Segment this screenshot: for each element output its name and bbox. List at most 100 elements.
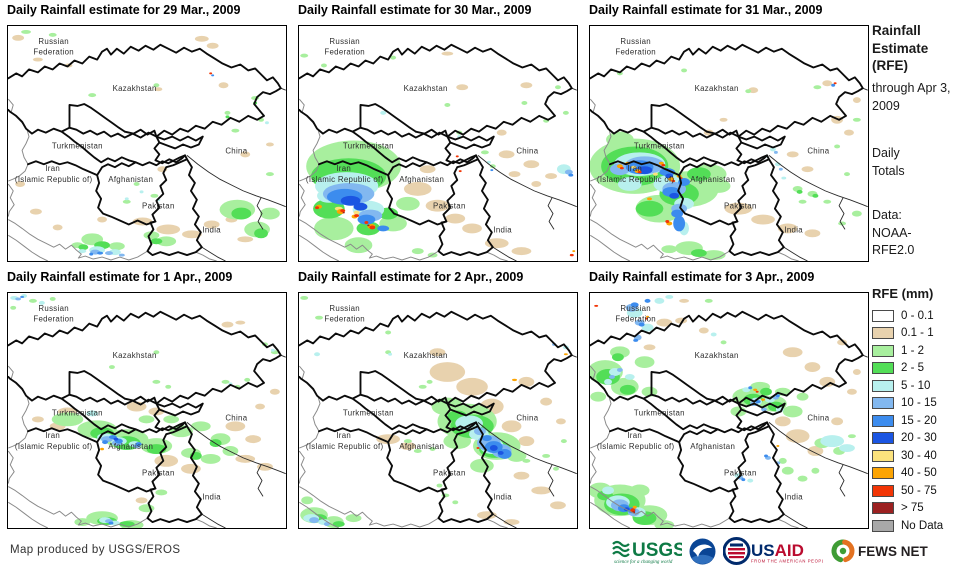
svg-text:Russian: Russian [329, 304, 360, 313]
borders-layer [8, 310, 286, 528]
legend-item-12: No Data [872, 519, 943, 532]
legend-swatch [872, 484, 894, 497]
noaa-logo [689, 538, 716, 564]
rain-layer [590, 68, 862, 261]
map-panel-2: Daily Rainfall estimate for 30 Mar., 200… [298, 3, 579, 262]
svg-text:Kazakhstan: Kazakhstan [695, 84, 739, 93]
legend-label: 1 - 2 [901, 344, 925, 357]
rain-layer [300, 295, 569, 528]
rain-layer [590, 294, 861, 528]
legend-list: 0 - 0.1 0.1 - 1 1 - 2 2 - 5 5 - 10 10 - 15 15 … [872, 309, 943, 532]
svg-text:Turkmenistan: Turkmenistan [52, 141, 103, 150]
svg-text:Afghanistan: Afghanistan [399, 442, 444, 451]
svg-text:Russian: Russian [38, 37, 69, 46]
rain-layer [12, 29, 280, 257]
sidebar-data-source: Data: NOAA-RFE2.0 [872, 208, 915, 257]
legend-label: 0 - 0.1 [901, 309, 934, 322]
legend-item-0: 0 - 0.1 [872, 309, 943, 322]
map-panel-6: Daily Rainfall estimate for 3 Apr., 2009… [589, 270, 870, 529]
svg-text:Turkmenistan: Turkmenistan [634, 408, 685, 417]
legend-label: 0.1 - 1 [901, 327, 934, 339]
svg-text:(Islamic Republic of): (Islamic Republic of) [306, 175, 384, 184]
legend-swatch [872, 327, 894, 339]
map-canvas-2: Russian Federation Kazakhstan Turkmenistan I… [298, 25, 578, 262]
noaa-bird-icon [693, 544, 712, 557]
usaid-wordmark: USAID [751, 541, 804, 560]
svg-text:(Islamic Republic of): (Islamic Republic of) [597, 175, 675, 184]
borders-layer [299, 310, 577, 528]
svg-text:Pakistan: Pakistan [433, 202, 466, 211]
svg-text:Pakistan: Pakistan [724, 469, 757, 478]
svg-text:Afghanistan: Afghanistan [108, 175, 153, 184]
svg-text:Russian: Russian [38, 304, 69, 313]
legend-label: > 75 [901, 502, 924, 514]
svg-text:Turkmenistan: Turkmenistan [343, 141, 394, 150]
map-canvas-6: Russian Federation Kazakhstan Turkmenistan I… [589, 292, 869, 529]
svg-text:Federation: Federation [33, 315, 74, 324]
legend-label: 10 - 15 [901, 397, 937, 409]
svg-text:(Islamic Republic of): (Islamic Republic of) [306, 442, 384, 451]
usgs-wordmark: USGS [632, 540, 682, 561]
svg-text:Iran: Iran [627, 164, 642, 173]
borders-layer [299, 43, 577, 261]
legend-item-7: 20 - 30 [872, 432, 943, 445]
svg-text:Pakistan: Pakistan [142, 469, 175, 478]
usaid-aid: AID [775, 541, 804, 560]
svg-text:Federation: Federation [33, 48, 74, 57]
svg-text:Iran: Iran [627, 431, 642, 440]
svg-text:Russian: Russian [620, 37, 651, 46]
svg-text:China: China [516, 413, 538, 422]
map-panel-4: Daily Rainfall estimate for 1 Apr., 2009… [7, 270, 288, 529]
svg-text:Afghanistan: Afghanistan [690, 442, 735, 451]
panel-title-5: Daily Rainfall estimate for 2 Apr., 2009 [298, 270, 524, 284]
country-labels-layer: Russian Federation Kazakhstan Turkmenistan I… [15, 304, 248, 502]
sidebar-title: Rainfall Estimate (RFE) [872, 23, 929, 74]
svg-text:(Islamic Republic of): (Islamic Republic of) [15, 442, 93, 451]
legend-label: 2 - 5 [901, 362, 925, 374]
borders-layer [590, 310, 868, 528]
svg-text:Federation: Federation [615, 48, 656, 57]
map-credit: Map produced by USGS/EROS [10, 544, 181, 556]
svg-text:India: India [784, 225, 803, 234]
svg-text:(Islamic Republic of): (Islamic Republic of) [15, 175, 93, 184]
usgs-logo: USGS science for a changing world [612, 540, 682, 565]
svg-text:Russian: Russian [329, 37, 360, 46]
legend-item-8: 30 - 40 [872, 449, 943, 462]
fews-net-globe-icon [831, 539, 855, 563]
country-labels-layer: Russian Federation Kazakhstan Turkmenistan I… [597, 304, 830, 502]
legend-label: 15 - 20 [901, 414, 937, 427]
country-labels-layer: Russian Federation Kazakhstan Turkmenistan I… [306, 304, 539, 502]
borders-layer [590, 43, 868, 261]
svg-text:India: India [202, 492, 221, 501]
svg-text:Afghanistan: Afghanistan [690, 175, 735, 184]
map-canvas-5: Russian Federation Kazakhstan Turkmenistan I… [298, 292, 578, 529]
country-labels-layer: Russian Federation Kazakhstan Turkmenistan I… [597, 37, 830, 235]
legend-swatch [872, 519, 894, 532]
legend-title: RFE (mm) [872, 286, 934, 301]
legend-item-2: 1 - 2 [872, 344, 943, 357]
map-panel-1: Daily Rainfall estimate for 29 Mar., 200… [7, 3, 288, 262]
legend-swatch [872, 502, 894, 514]
svg-text:India: India [202, 225, 221, 234]
svg-text:Kazakhstan: Kazakhstan [404, 351, 448, 360]
svg-text:China: China [807, 146, 829, 155]
svg-text:India: India [784, 492, 803, 501]
legend-swatch [872, 414, 894, 427]
usgs-wave-icon [612, 540, 630, 558]
panel-title-4: Daily Rainfall estimate for 1 Apr., 2009 [7, 270, 233, 284]
legend-label: 20 - 30 [901, 432, 937, 444]
sidebar: Rainfall Estimate (RFE) through Apr 3, 2… [872, 0, 964, 570]
legend-swatch [872, 344, 894, 357]
svg-text:China: China [807, 413, 829, 422]
legend-swatch [872, 362, 894, 374]
svg-text:China: China [225, 146, 247, 155]
legend-item-1: 0.1 - 1 [872, 327, 943, 340]
legend-label: 40 - 50 [901, 467, 937, 479]
svg-text:(Islamic Republic of): (Islamic Republic of) [597, 442, 675, 451]
svg-text:Iran: Iran [336, 164, 351, 173]
svg-text:Afghanistan: Afghanistan [399, 175, 444, 184]
svg-text:Turkmenistan: Turkmenistan [343, 408, 394, 417]
svg-text:Afghanistan: Afghanistan [108, 442, 153, 451]
rain-layer [10, 293, 280, 528]
